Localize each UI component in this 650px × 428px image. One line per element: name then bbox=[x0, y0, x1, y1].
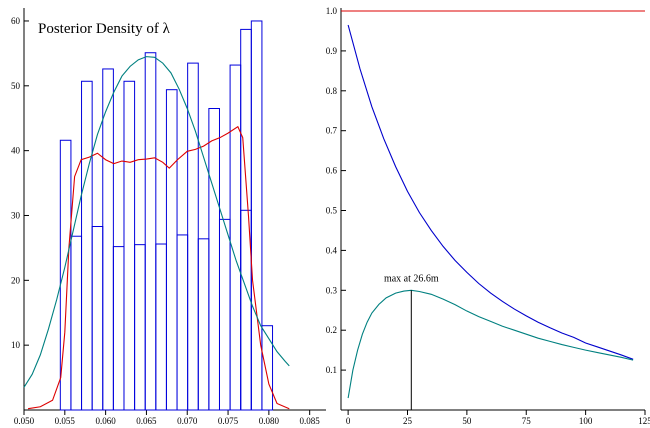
histogram-bar-lower bbox=[240, 28, 252, 411]
histogram-bar-lower bbox=[240, 209, 252, 411]
right-curves bbox=[341, 10, 645, 399]
histogram-bar-upper bbox=[165, 89, 178, 411]
left-y-tick-label: 50 bbox=[11, 81, 21, 91]
right-x-tick-label: 75 bbox=[522, 416, 532, 426]
left-y-tick-label: 10 bbox=[11, 340, 21, 350]
histogram-bar-upper bbox=[208, 108, 220, 411]
histogram-bar-upper bbox=[81, 80, 93, 411]
histogram-bar-lower bbox=[155, 243, 167, 411]
left-x-tick-label: 0.065 bbox=[136, 416, 157, 426]
right-x-tick-label: 50 bbox=[462, 416, 472, 426]
right-y-tick-label: 0.4 bbox=[326, 245, 338, 255]
left-x-tick-label: 0.060 bbox=[95, 416, 116, 426]
right-y-tick-label: 0.9 bbox=[326, 46, 338, 56]
left-x-tick-label: 0.080 bbox=[259, 416, 280, 426]
histogram-bar-lower bbox=[176, 234, 189, 411]
likelihood-curves-panel: 0 25 50 75 100 125 0.1 0.2 0.3 0.4 0.5 0.6 0.7 0.8 0.9… bbox=[326, 6, 650, 426]
histogram-bar-lower bbox=[134, 244, 146, 411]
left-x-tick-label: 0.050 bbox=[14, 416, 35, 426]
histogram-bar-upper bbox=[250, 20, 263, 411]
decay-curve bbox=[347, 24, 634, 360]
right-y-tick-label: 0.3 bbox=[326, 285, 338, 295]
teal-density-curve bbox=[23, 56, 290, 388]
left-y-tick-label: 30 bbox=[11, 210, 21, 220]
left-x-tick-label: 0.070 bbox=[177, 416, 198, 426]
max-annotation-label: max at 26.6m bbox=[384, 273, 439, 284]
right-y-tick-label: 0.7 bbox=[326, 126, 338, 136]
histogram-bar-lower bbox=[70, 235, 83, 411]
left-ticks: 0.050 0.055 0.060 0.065 0.070 0.075 0.080 0.085… bbox=[11, 16, 320, 426]
right-y-tick-label: 0.2 bbox=[326, 325, 337, 335]
right-annotations: max at 26.6m bbox=[384, 273, 439, 410]
right-y-tick-label: 1.0 bbox=[326, 6, 338, 16]
histogram-bar-lower bbox=[261, 325, 274, 411]
right-x-tick-label: 0 bbox=[346, 416, 351, 426]
red-density-curve bbox=[27, 125, 290, 410]
left-y-tick-label: 20 bbox=[11, 275, 21, 285]
left-x-tick-label: 0.055 bbox=[55, 416, 76, 426]
left-chart-title: Posterior Density of λ bbox=[38, 21, 171, 37]
left-y-tick-label: 40 bbox=[11, 146, 21, 156]
left-bars bbox=[59, 20, 274, 411]
right-y-tick-label: 0.6 bbox=[326, 166, 338, 176]
histogram-bar-upper bbox=[102, 68, 114, 411]
left-curves bbox=[23, 56, 290, 410]
right-y-tick-label: 0.8 bbox=[326, 86, 338, 96]
right-x-tick-label: 125 bbox=[638, 416, 650, 426]
right-x-tick-label: 100 bbox=[579, 416, 593, 426]
histogram-bar-lower bbox=[91, 226, 104, 411]
right-ticks: 0 25 50 75 100 125 0.1 0.2 0.3 0.4 0.5 0.6 0.7 0.8 0.9… bbox=[326, 6, 650, 426]
right-y-tick-label: 0.5 bbox=[326, 206, 338, 216]
histogram-bar-lower bbox=[197, 238, 210, 411]
histogram-bar-lower bbox=[112, 246, 125, 411]
right-x-tick-label: 25 bbox=[403, 416, 413, 426]
histogram-bar-upper bbox=[123, 80, 136, 411]
left-x-tick-label: 0.075 bbox=[218, 416, 239, 426]
histogram-bar-upper bbox=[144, 52, 157, 411]
posterior-density-panel: Posterior Density of λ 0.050 0.055 0.060 0.… bbox=[11, 8, 326, 426]
left-x-tick-label: 0.085 bbox=[300, 416, 321, 426]
product-curve bbox=[347, 289, 634, 399]
histogram-bar-lower bbox=[218, 218, 231, 411]
left-y-tick-label: 60 bbox=[11, 16, 21, 26]
histogram-bar-upper bbox=[229, 64, 242, 411]
right-y-tick-label: 0.1 bbox=[326, 365, 337, 375]
